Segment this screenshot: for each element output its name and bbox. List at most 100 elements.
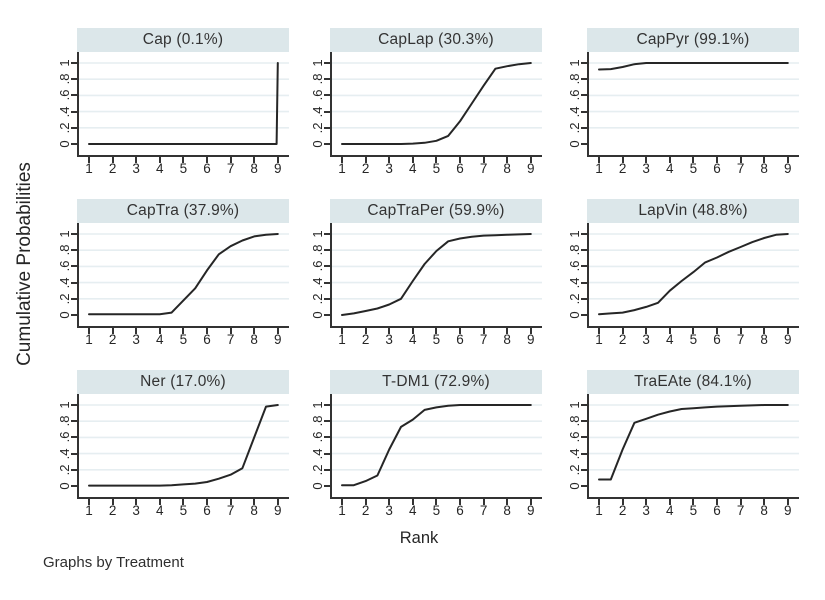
x-tick-label: 6: [456, 161, 464, 176]
y-tick: [581, 62, 587, 64]
x-tick: [206, 328, 208, 334]
x-tick: [182, 499, 185, 505]
x-tick: [668, 328, 671, 334]
x-tick: [763, 157, 766, 163]
x-tick-label: 1: [338, 332, 346, 347]
x-tick: [111, 328, 114, 334]
y-tick: [324, 452, 330, 455]
x-tick-label: 3: [132, 161, 140, 176]
x-tick-label: 9: [784, 503, 792, 518]
y-tick: [581, 485, 587, 487]
x-tick-label: 9: [527, 503, 535, 518]
plot-area: CapTra (37.9%) 0.2.4.6.8 1 1 2 3 4 5 6 7 8 9: [57, 199, 289, 347]
panel-title: Ner (17.0%): [77, 370, 289, 394]
x-tick-label: 4: [666, 161, 674, 176]
y-tick: [324, 143, 330, 145]
y-tick: [71, 436, 77, 439]
plot-svg: [79, 404, 289, 487]
x-tick-label: 5: [179, 161, 188, 176]
x-tick: [88, 328, 90, 334]
x-tick: [786, 328, 789, 334]
y-tick: [324, 265, 330, 268]
x-tick-label: 9: [274, 332, 282, 347]
y-tick: [324, 420, 330, 423]
x-tick-label: 2: [618, 332, 627, 347]
y-tick: [324, 78, 330, 81]
panel-title: CapTraPer (59.9%): [330, 199, 542, 223]
x-tick: [411, 328, 414, 334]
y-tick-label: 1: [310, 401, 325, 409]
x-tick-label: 1: [595, 332, 603, 347]
plot-area: TraEAte (84.1%) 0.2.4.6.8 1 1 2 3 4 5 6 7 8 9: [567, 370, 799, 518]
x-tick-label: 2: [618, 503, 627, 518]
x-tick-label: 5: [689, 332, 698, 347]
x-tick: [229, 499, 232, 505]
x-tick: [668, 499, 671, 505]
x-tick-label: 4: [409, 161, 417, 176]
y-tick: [71, 110, 77, 113]
chart-panel-captra: CapTra (37.9%) 0.2.4.6.8 1 1 2 3 4 5 6 7 8 9: [57, 199, 289, 347]
x-tick-label: 2: [361, 161, 370, 176]
x-tick: [341, 157, 343, 163]
y-tick: [581, 468, 587, 471]
x-tick-label: 2: [108, 161, 117, 176]
plot-svg: [332, 62, 542, 145]
x-tick: [716, 328, 718, 334]
chart-panel-caplap: CapLap (30.3%) 0.2.4.6.8 1 1 2 3 4 5 6 7 8 9: [310, 28, 542, 176]
x-tick-label: 8: [503, 503, 511, 518]
x-tick-label: 6: [203, 161, 211, 176]
y-tick-label: 1: [567, 230, 582, 238]
x-tick-label: 3: [385, 503, 393, 518]
x-tick: [182, 157, 185, 163]
y-tick: [71, 78, 77, 81]
x-tick: [88, 499, 90, 505]
x-tick: [598, 328, 600, 334]
x-tick: [739, 328, 742, 334]
x-tick: [135, 157, 138, 163]
x-tick: [88, 157, 90, 163]
x-tick: [482, 499, 485, 505]
x-tick-label: 1: [595, 503, 603, 518]
x-tick-label: 5: [432, 332, 441, 347]
x-tick: [739, 499, 742, 505]
y-tick: [71, 420, 77, 423]
x-tick-label: 7: [479, 503, 488, 518]
y-tick: [581, 452, 587, 455]
x-tick-label: 2: [108, 332, 117, 347]
x-tick-label: 8: [760, 332, 768, 347]
x-tick-label: 7: [736, 332, 745, 347]
x-tick: [435, 499, 438, 505]
chart-panel-cap: Cap (0.1%) 0.2.4.6.8 1 1 2 3 4 5 6 7 8 9: [57, 28, 289, 176]
x-tick-label: 8: [760, 503, 768, 518]
x-tick: [482, 157, 485, 163]
x-tick: [158, 157, 161, 163]
x-tick: [459, 328, 461, 334]
y-tick: [71, 297, 77, 300]
x-tick-label: 8: [250, 161, 258, 176]
plot-svg: [589, 62, 799, 129]
panel-title: CapPyr (99.1%): [587, 28, 799, 52]
x-tick-label: 9: [527, 161, 535, 176]
x-tick: [135, 328, 138, 334]
x-tick-label: 9: [527, 332, 535, 347]
x-tick-label: 8: [250, 332, 258, 347]
y-tick: [324, 281, 330, 284]
plot-area: Ner (17.0%) 0.2.4.6.8 1 1 2 3 4 5 6 7 8 9: [57, 370, 289, 518]
y-tick: [581, 436, 587, 439]
y-tick: [324, 233, 330, 235]
x-tick: [364, 157, 367, 163]
y-tick: [324, 249, 330, 252]
x-tick-label: 1: [85, 503, 93, 518]
x-tick-label: 7: [479, 332, 488, 347]
chart-panel-t-dm1: T-DM1 (72.9%) 0.2.4.6.8 1 1 2 3 4 5 6 7 8 9: [310, 370, 542, 518]
y-tick: [71, 126, 77, 129]
x-tick-label: 7: [226, 503, 235, 518]
x-tick: [506, 157, 509, 163]
x-tick: [668, 157, 671, 163]
x-tick: [645, 499, 648, 505]
y-tick: [581, 265, 587, 268]
x-tick-label: 3: [385, 332, 393, 347]
x-tick: [182, 328, 185, 334]
x-tick: [276, 328, 279, 334]
